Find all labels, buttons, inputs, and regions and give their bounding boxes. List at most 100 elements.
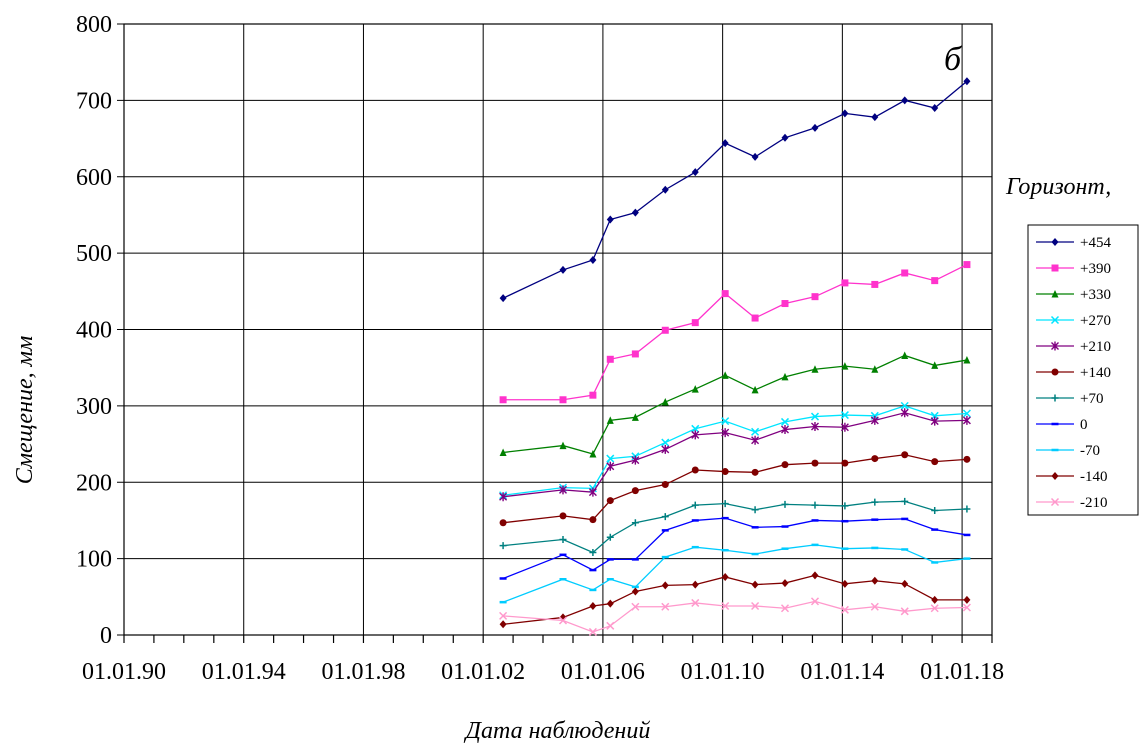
data-point <box>811 293 819 301</box>
series-+454 <box>499 77 971 303</box>
data-point <box>499 294 507 303</box>
series-line <box>503 600 967 633</box>
series--210 <box>499 597 971 636</box>
data-point <box>962 415 971 425</box>
data-point <box>606 355 614 363</box>
data-point <box>661 444 670 454</box>
series-+390 <box>499 261 971 404</box>
data-point <box>661 185 669 194</box>
data-point <box>661 398 669 406</box>
legend-entry: +210 <box>1036 339 1111 355</box>
data-point <box>901 96 909 105</box>
data-point <box>721 468 729 476</box>
data-point <box>606 416 614 424</box>
data-point <box>841 362 849 370</box>
data-point <box>811 365 819 373</box>
data-point <box>661 602 670 611</box>
legend-label: +70 <box>1080 391 1103 407</box>
series-line <box>503 454 967 524</box>
data-point <box>558 616 568 625</box>
legend-entry: +70 <box>1036 391 1103 407</box>
legend: +454 +390 +330 +270 +210 +140 +70 0 -70 -140 -210 <box>1027 224 1139 516</box>
data-point <box>606 533 614 541</box>
x-axis: 01.01.90 01.01.94 01.01.98 01.01.02 01.01.06… <box>82 635 1004 685</box>
data-point <box>691 580 699 589</box>
legend-entry: -140 <box>1036 469 1108 485</box>
grid-lines <box>124 23 992 636</box>
y-axis: 0 100 200 300 400 500 600 700 800 <box>76 12 124 649</box>
data-point <box>810 597 820 606</box>
data-point <box>781 425 789 435</box>
y-tick-label: 400 <box>76 318 112 344</box>
data-point <box>811 123 819 132</box>
legend-marker <box>1051 238 1059 246</box>
data-point <box>901 269 909 277</box>
data-point <box>559 441 567 450</box>
data-point <box>963 77 971 86</box>
data-point <box>499 396 507 404</box>
data-point <box>962 409 971 418</box>
data-point <box>691 501 699 509</box>
series-+210 <box>499 408 971 502</box>
data-point <box>631 350 639 358</box>
legend-label: +140 <box>1080 365 1111 381</box>
legend-entry: -210 <box>1036 495 1108 511</box>
data-point <box>871 576 879 585</box>
y-tick-label: 800 <box>76 12 112 38</box>
data-point <box>781 579 789 588</box>
legend-label: +454 <box>1080 235 1111 251</box>
data-point <box>721 290 729 298</box>
legend-marker <box>1051 341 1059 351</box>
data-point <box>871 365 879 373</box>
data-point <box>499 611 508 620</box>
data-point <box>631 455 640 465</box>
series-line <box>503 405 967 496</box>
y-tick-label: 300 <box>76 394 112 420</box>
data-point <box>499 620 507 629</box>
data-point <box>751 580 759 589</box>
legend-entry: +270 <box>1036 313 1111 329</box>
legend-entry: 0 <box>1036 417 1088 433</box>
x-tick-label: 01.01.98 <box>321 659 405 685</box>
data-point <box>931 104 939 113</box>
series-line <box>503 263 968 401</box>
series-+70 <box>499 497 971 557</box>
data-point <box>721 417 730 426</box>
data-point <box>751 506 759 514</box>
data-point <box>930 416 939 426</box>
data-point <box>931 507 939 515</box>
data-point <box>631 208 639 217</box>
data-point <box>499 519 507 527</box>
y-tick-label: 700 <box>76 88 112 114</box>
x-tick-label: 01.01.02 <box>441 659 525 685</box>
data-point <box>840 411 849 420</box>
series-line <box>502 80 968 299</box>
data-point <box>751 152 759 161</box>
x-tick-label: 01.01.90 <box>82 659 166 685</box>
data-point <box>963 356 971 364</box>
data-point <box>931 277 939 285</box>
data-point <box>691 385 699 393</box>
data-point <box>631 487 639 495</box>
data-point <box>661 326 669 334</box>
data-point <box>931 361 939 369</box>
data-point <box>871 113 879 122</box>
data-point <box>499 492 508 502</box>
data-point <box>691 430 700 440</box>
data-point <box>589 391 597 399</box>
data-point <box>841 279 849 287</box>
series-line <box>502 544 968 603</box>
data-point <box>751 427 760 436</box>
data-point <box>606 461 615 471</box>
series-+140 <box>499 451 971 527</box>
data-point <box>606 621 615 630</box>
legend-box <box>1027 224 1139 516</box>
data-point <box>780 604 790 613</box>
data-point <box>559 396 567 404</box>
x-axis-title: Дата наблюдений <box>464 718 651 744</box>
legend-label: 0 <box>1080 417 1088 433</box>
data-point <box>606 454 615 463</box>
data-point <box>721 500 729 508</box>
series-0 <box>499 516 971 580</box>
series--140 <box>499 571 971 629</box>
